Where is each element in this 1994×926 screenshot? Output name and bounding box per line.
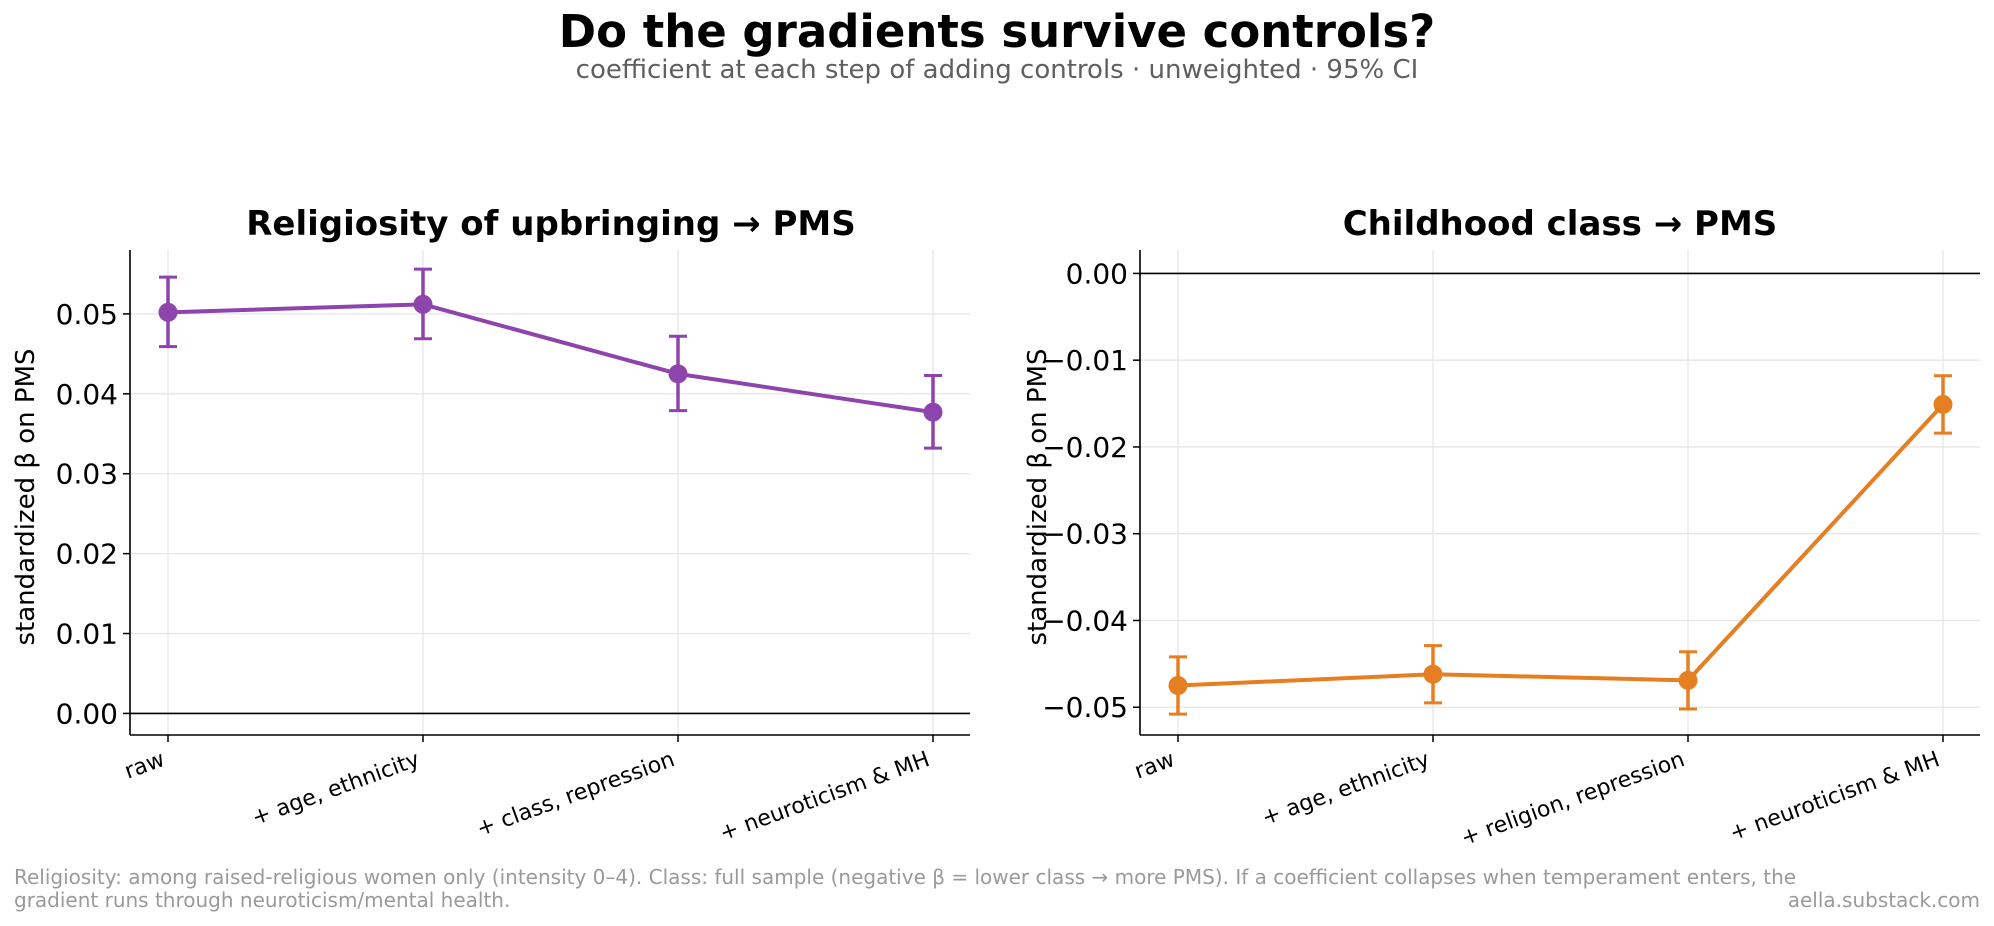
- data-point: [413, 294, 433, 314]
- y-axis-label: standardized β on PMS: [1023, 348, 1053, 645]
- y-tick-label: −0.03: [1042, 518, 1128, 551]
- x-tick-label: raw: [121, 747, 168, 784]
- y-tick-label: −0.02: [1042, 431, 1128, 464]
- gridlines: [1140, 250, 1980, 735]
- data-point: [1168, 676, 1188, 696]
- footnote-line-2: gradient runs through neuroticism/mental…: [14, 888, 510, 912]
- data-point: [158, 302, 178, 322]
- y-tick-label: 0.00: [56, 697, 118, 730]
- y-tick-label: 0.05: [56, 298, 118, 331]
- source-credit: aella.substack.com: [1788, 888, 1980, 912]
- y-tick-label: 0.02: [56, 538, 118, 571]
- gridlines: [130, 250, 970, 735]
- series-line-path: [1177, 403, 1945, 688]
- y-ticks: 0.00 0.01 0.02 0.03 0.04 0.05: [56, 298, 130, 730]
- panel-title: Childhood class → PMS: [1343, 204, 1778, 244]
- x-ticks: raw + age, ethnicity + class, repression + …: [121, 735, 934, 846]
- y-tick-label: −0.04: [1042, 604, 1128, 637]
- x-tick-label: + age, ethnicity: [1259, 747, 1433, 831]
- y-axis-label: standardized β on PMS: [11, 348, 41, 645]
- figure-title: Do the gradients survive controls?: [559, 5, 1435, 58]
- y-tick-label: −0.05: [1042, 691, 1128, 724]
- x-tick-label: raw: [1131, 747, 1178, 784]
- data-point: [1933, 394, 1953, 414]
- data-point: [923, 402, 943, 422]
- x-tick-label: + religion, repression: [1458, 747, 1688, 851]
- series-line: [1168, 374, 1953, 716]
- axes-spines: [129, 250, 970, 736]
- x-tick-label: + age, ethnicity: [249, 747, 423, 831]
- figure-subtitle: coefficient at each step of adding contr…: [576, 55, 1419, 85]
- data-point: [668, 364, 688, 384]
- y-tick-label: 0.00: [1066, 257, 1128, 290]
- series-line-path: [167, 302, 934, 415]
- y-ticks: 0.00 −0.01 −0.02 −0.03 −0.04 −0.05: [1042, 257, 1140, 724]
- y-tick-label: 0.01: [56, 618, 118, 651]
- x-tick-label: + neuroticism & MH: [716, 747, 933, 846]
- panel-religiosity: Religiosity of upbringing → PMS standard…: [11, 204, 970, 846]
- data-point: [1678, 670, 1698, 690]
- panel-childhood-class: Childhood class → PMS standardized β on …: [1023, 204, 1980, 851]
- x-tick-label: + neuroticism & MH: [1726, 747, 1943, 846]
- x-ticks: raw + age, ethnicity + religion, repressio…: [1131, 735, 1944, 851]
- footnote-line-1: Religiosity: among raised-religious wome…: [14, 865, 1796, 889]
- axes-spines: [1139, 250, 1980, 736]
- series-line: [158, 267, 943, 450]
- y-tick-label: −0.01: [1042, 344, 1128, 377]
- y-tick-label: 0.04: [56, 378, 118, 411]
- x-tick-label: + class, repression: [473, 747, 678, 842]
- y-tick-label: 0.03: [56, 458, 118, 491]
- data-point: [1423, 664, 1443, 684]
- panel-title: Religiosity of upbringing → PMS: [246, 204, 855, 244]
